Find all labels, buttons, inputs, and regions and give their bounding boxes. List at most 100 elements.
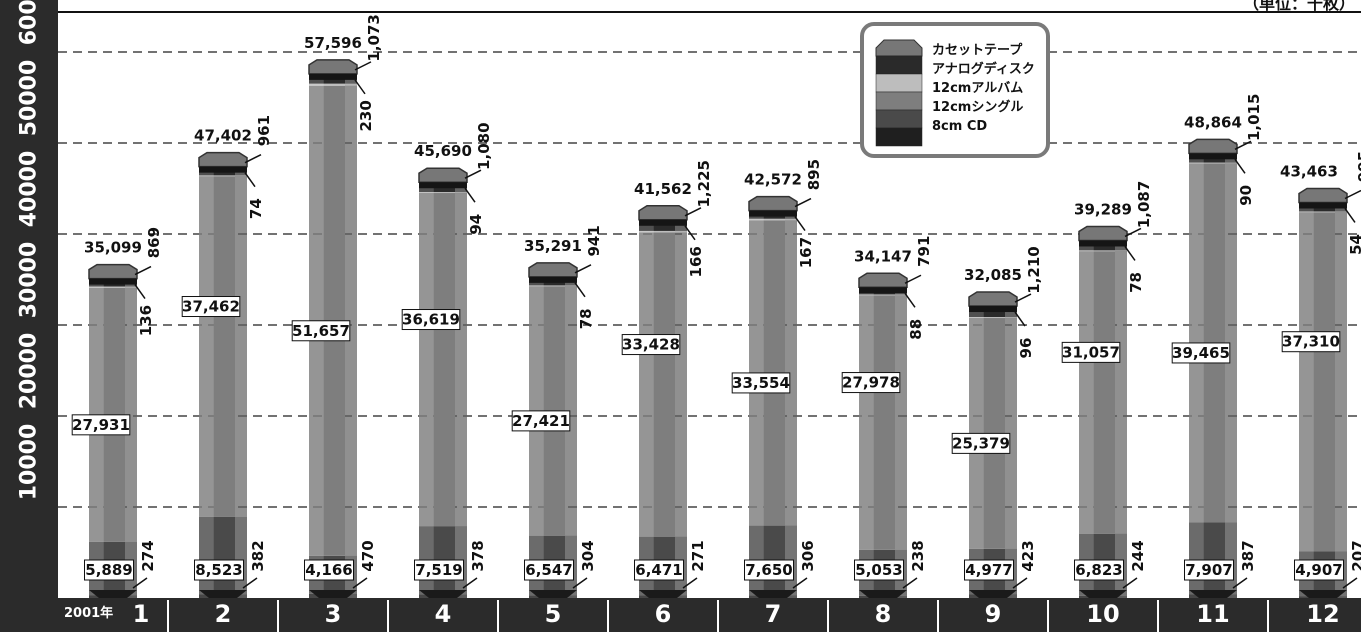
bar-cap-band xyxy=(859,287,907,294)
leader-line xyxy=(1344,208,1356,223)
bar-cap-band xyxy=(309,73,357,80)
bar-segment xyxy=(1005,317,1017,549)
bar-base xyxy=(1079,590,1127,598)
bar-segment xyxy=(565,286,577,536)
bar-segment xyxy=(213,176,235,517)
bar-segment xyxy=(1225,594,1237,598)
y-tick-label: 20000 xyxy=(17,333,42,410)
y-tick-label: 10000 xyxy=(17,424,42,501)
album-label-box xyxy=(841,372,901,394)
bar-segment xyxy=(859,295,874,550)
bar-segment xyxy=(213,175,235,177)
cd8-label: 470 xyxy=(359,540,377,571)
leader-line xyxy=(574,264,592,274)
album-label: 31,057 xyxy=(1062,343,1120,361)
bar-cap xyxy=(198,151,248,168)
bar-segment xyxy=(675,232,687,537)
cassette-label: 791 xyxy=(915,236,933,267)
bar-segment xyxy=(859,294,874,296)
bar-segment xyxy=(1313,211,1335,552)
leader-line xyxy=(134,284,146,300)
bar-segment xyxy=(749,218,764,221)
cd8-label: 238 xyxy=(909,540,927,571)
leader-line xyxy=(574,282,586,298)
bar-segment xyxy=(1335,211,1347,213)
bar-segment xyxy=(1299,211,1314,552)
bar-segment xyxy=(1093,250,1115,252)
gridlines xyxy=(58,11,1361,508)
bar-cap-band xyxy=(749,210,797,217)
bar-cap xyxy=(88,263,138,280)
y-tick-label: 50000 xyxy=(17,60,42,137)
bar-segment xyxy=(895,295,907,550)
bar-base xyxy=(859,590,907,598)
leader-line xyxy=(902,577,918,589)
bar-segment xyxy=(455,594,467,598)
x-axis-band xyxy=(0,598,1361,632)
leader-line xyxy=(1232,577,1248,589)
analog-label: 136 xyxy=(137,305,155,336)
x-tick-label: 2 xyxy=(215,600,232,628)
bar-segment xyxy=(529,285,544,287)
cassette-label: 895 xyxy=(805,159,823,190)
bar-segment xyxy=(433,192,455,527)
album-label: 33,428 xyxy=(622,336,680,354)
legend-cap xyxy=(875,39,923,57)
bar-segment xyxy=(199,175,214,177)
leader-line xyxy=(794,197,812,208)
bar-segment xyxy=(235,594,247,598)
analog-label: 78 xyxy=(1127,272,1145,293)
total-label: 47,402 xyxy=(194,127,252,145)
bar-segment xyxy=(785,218,797,221)
legend-entry: 12cmアルバム xyxy=(932,81,1023,96)
album-label-box xyxy=(1281,331,1341,353)
single-label-box xyxy=(1294,559,1344,581)
bar-segment xyxy=(969,594,984,598)
bar-segment xyxy=(675,230,687,233)
bar-segment xyxy=(1005,317,1017,319)
bar-cap-band xyxy=(199,166,247,173)
bar-segment xyxy=(1189,162,1204,164)
total-label: 35,099 xyxy=(84,239,142,257)
bar-cap xyxy=(638,205,688,221)
bar-segment xyxy=(213,516,235,595)
bar-base xyxy=(639,590,687,598)
bars xyxy=(88,59,1348,598)
leader-line xyxy=(904,274,922,284)
single-label: 5,053 xyxy=(855,561,902,579)
bar-segment xyxy=(1203,162,1225,164)
bar-segment xyxy=(309,83,324,86)
bar-segment xyxy=(1005,594,1017,598)
bar-segment xyxy=(565,595,577,598)
analog-label: 54 xyxy=(1347,234,1361,255)
bar-segment xyxy=(1093,251,1115,534)
bar-cap-band xyxy=(529,276,577,283)
bar-segment xyxy=(1225,163,1237,523)
bar-segment xyxy=(639,230,654,233)
bar-segment xyxy=(455,192,467,527)
analog-label: 230 xyxy=(357,100,375,131)
leader-line xyxy=(792,577,808,589)
analog-label: 90 xyxy=(1237,185,1255,206)
cassette-label: 995 xyxy=(1355,151,1361,182)
x-tick-label: 7 xyxy=(765,600,782,628)
bar-base xyxy=(1189,590,1237,598)
leader-line xyxy=(1342,577,1358,589)
album-label: 27,978 xyxy=(842,374,900,392)
bar-cap xyxy=(308,59,358,75)
leader-line xyxy=(1124,246,1136,261)
bar-cap xyxy=(968,291,1018,307)
bar-segment xyxy=(1335,596,1347,598)
total-label: 39,289 xyxy=(1074,200,1132,218)
cd8-label: 378 xyxy=(469,540,487,571)
analog-label: 94 xyxy=(467,214,485,235)
album-label: 25,379 xyxy=(952,434,1010,452)
bar-segment xyxy=(309,593,324,598)
single-label-box xyxy=(1074,559,1124,581)
bar-segment xyxy=(455,192,467,194)
x-tick-label: 3 xyxy=(325,600,342,628)
bar-cap xyxy=(1078,225,1128,242)
bar-segment xyxy=(565,285,577,287)
album-label-box xyxy=(401,309,461,331)
bar-cap xyxy=(1298,187,1348,204)
